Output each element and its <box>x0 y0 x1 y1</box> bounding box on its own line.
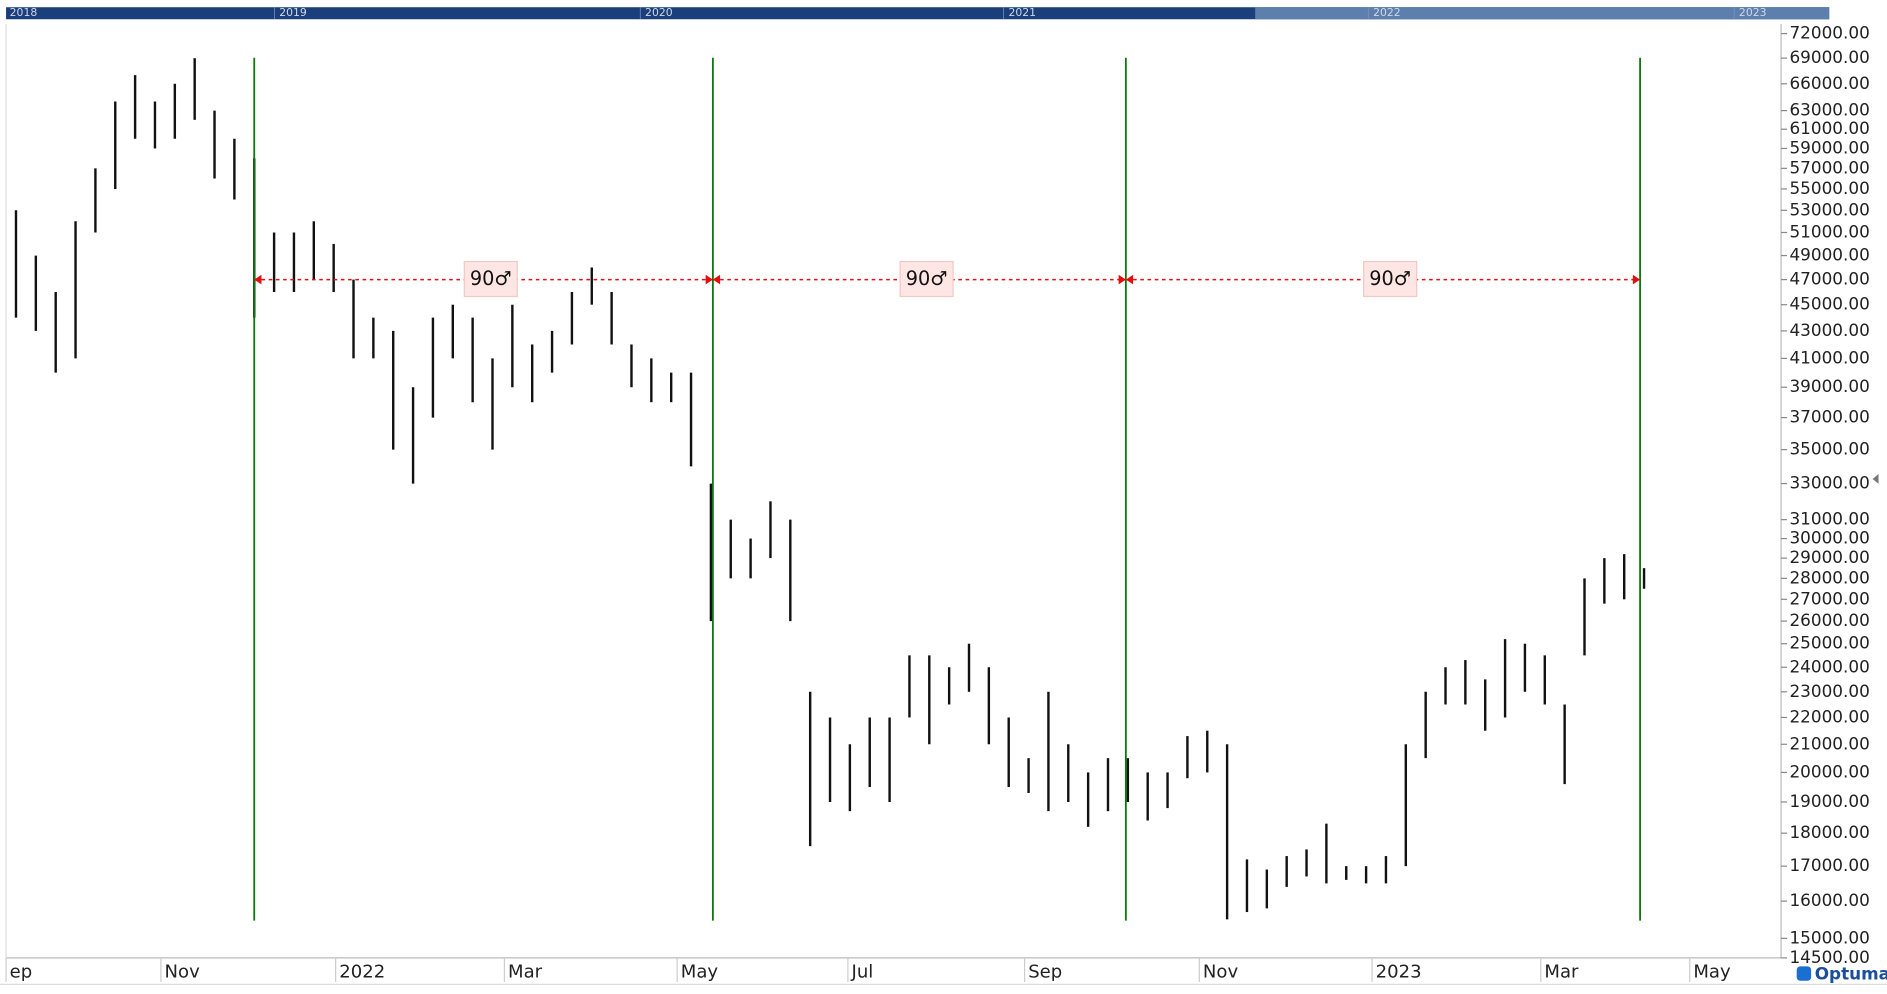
y-tick-label: 31000.00 <box>1789 509 1869 529</box>
y-tick-label: 29000.00 <box>1789 547 1869 567</box>
y-tick-label: 43000.00 <box>1789 320 1869 340</box>
x-tick-label: May <box>681 961 719 982</box>
y-tick-label: 61000.00 <box>1789 118 1869 138</box>
navigator-year: 2021 <box>1008 6 1036 19</box>
y-tick-label: 51000.00 <box>1789 221 1869 241</box>
y-tick-label: 16000.00 <box>1789 890 1869 910</box>
logo-icon <box>1796 966 1812 981</box>
cycle-label: 90♂ <box>470 267 512 290</box>
y-tick-label: 19000.00 <box>1789 791 1869 811</box>
navigator-window[interactable] <box>1255 7 1830 20</box>
y-tick-label: 53000.00 <box>1789 199 1869 219</box>
y-tick-label: 35000.00 <box>1789 439 1869 459</box>
y-tick-label: 66000.00 <box>1789 73 1869 93</box>
y-tick-label: 27000.00 <box>1789 588 1869 608</box>
arrow-head <box>254 274 262 285</box>
y-tick-label: 30000.00 <box>1789 528 1869 548</box>
arrow-head <box>1118 274 1126 285</box>
cycle-label: 90♂ <box>1369 267 1411 290</box>
y-tick-label: 55000.00 <box>1789 178 1869 198</box>
x-tick-label: Sep <box>1028 961 1062 982</box>
navigator-year: 2018 <box>10 6 38 19</box>
x-tick-label: ep <box>10 961 33 982</box>
y-tick-label: 47000.00 <box>1789 269 1869 289</box>
cycle-label-box <box>899 260 954 298</box>
y-tick-label: 49000.00 <box>1789 245 1869 265</box>
navigator-year: 2019 <box>279 6 307 19</box>
y-tick-label: 37000.00 <box>1789 407 1869 427</box>
y-tick-label: 39000.00 <box>1789 376 1869 396</box>
arrow-head <box>1125 274 1134 285</box>
cycle-label-box <box>463 260 518 298</box>
y-tick-label: 72000.00 <box>1789 23 1869 43</box>
y-tick-label: 15000.00 <box>1789 927 1869 947</box>
collapse-arrow[interactable] <box>1872 474 1879 484</box>
y-tick-label: 23000.00 <box>1789 681 1869 701</box>
cycle-label-box <box>1363 260 1418 298</box>
y-tick-label: 59000.00 <box>1789 137 1869 157</box>
y-tick-label: 45000.00 <box>1789 294 1869 314</box>
arrow-head <box>1632 274 1641 285</box>
y-tick-label: 17000.00 <box>1789 855 1869 875</box>
y-tick-label: 57000.00 <box>1789 157 1869 177</box>
x-tick-label: 2023 <box>1376 961 1422 982</box>
x-tick-label: Mar <box>508 961 543 982</box>
logo: Optuma <box>1815 964 1887 984</box>
x-tick-label: May <box>1693 961 1731 982</box>
x-tick-label: Jul <box>851 961 874 982</box>
x-tick-label: Mar <box>1544 961 1579 982</box>
arrow-head <box>705 274 713 285</box>
x-tick-label: 2022 <box>339 961 385 982</box>
y-tick-label: 63000.00 <box>1789 100 1869 120</box>
y-tick-label: 24000.00 <box>1789 656 1869 676</box>
navigator-year: 2022 <box>1373 6 1401 19</box>
navigator-year: 2020 <box>645 6 673 19</box>
cycle-label: 90♂ <box>906 267 948 290</box>
y-tick-label: 25000.00 <box>1789 633 1869 653</box>
y-tick-label: 69000.00 <box>1789 47 1869 67</box>
arrow-head <box>712 274 721 285</box>
x-tick-label: Nov <box>165 961 201 982</box>
y-tick-label: 33000.00 <box>1789 473 1869 493</box>
navigator-year: 2023 <box>1739 6 1767 19</box>
y-tick-label: 20000.00 <box>1789 761 1869 781</box>
y-tick-label: 18000.00 <box>1789 822 1869 842</box>
y-tick-label: 26000.00 <box>1789 610 1869 630</box>
y-tick-label: 22000.00 <box>1789 706 1869 726</box>
x-tick-label: Nov <box>1203 961 1239 982</box>
y-tick-label: 28000.00 <box>1789 567 1869 587</box>
y-tick-label: 14500.00 <box>1789 947 1869 967</box>
y-tick-label: 21000.00 <box>1789 733 1869 753</box>
y-tick-label: 41000.00 <box>1789 347 1869 367</box>
